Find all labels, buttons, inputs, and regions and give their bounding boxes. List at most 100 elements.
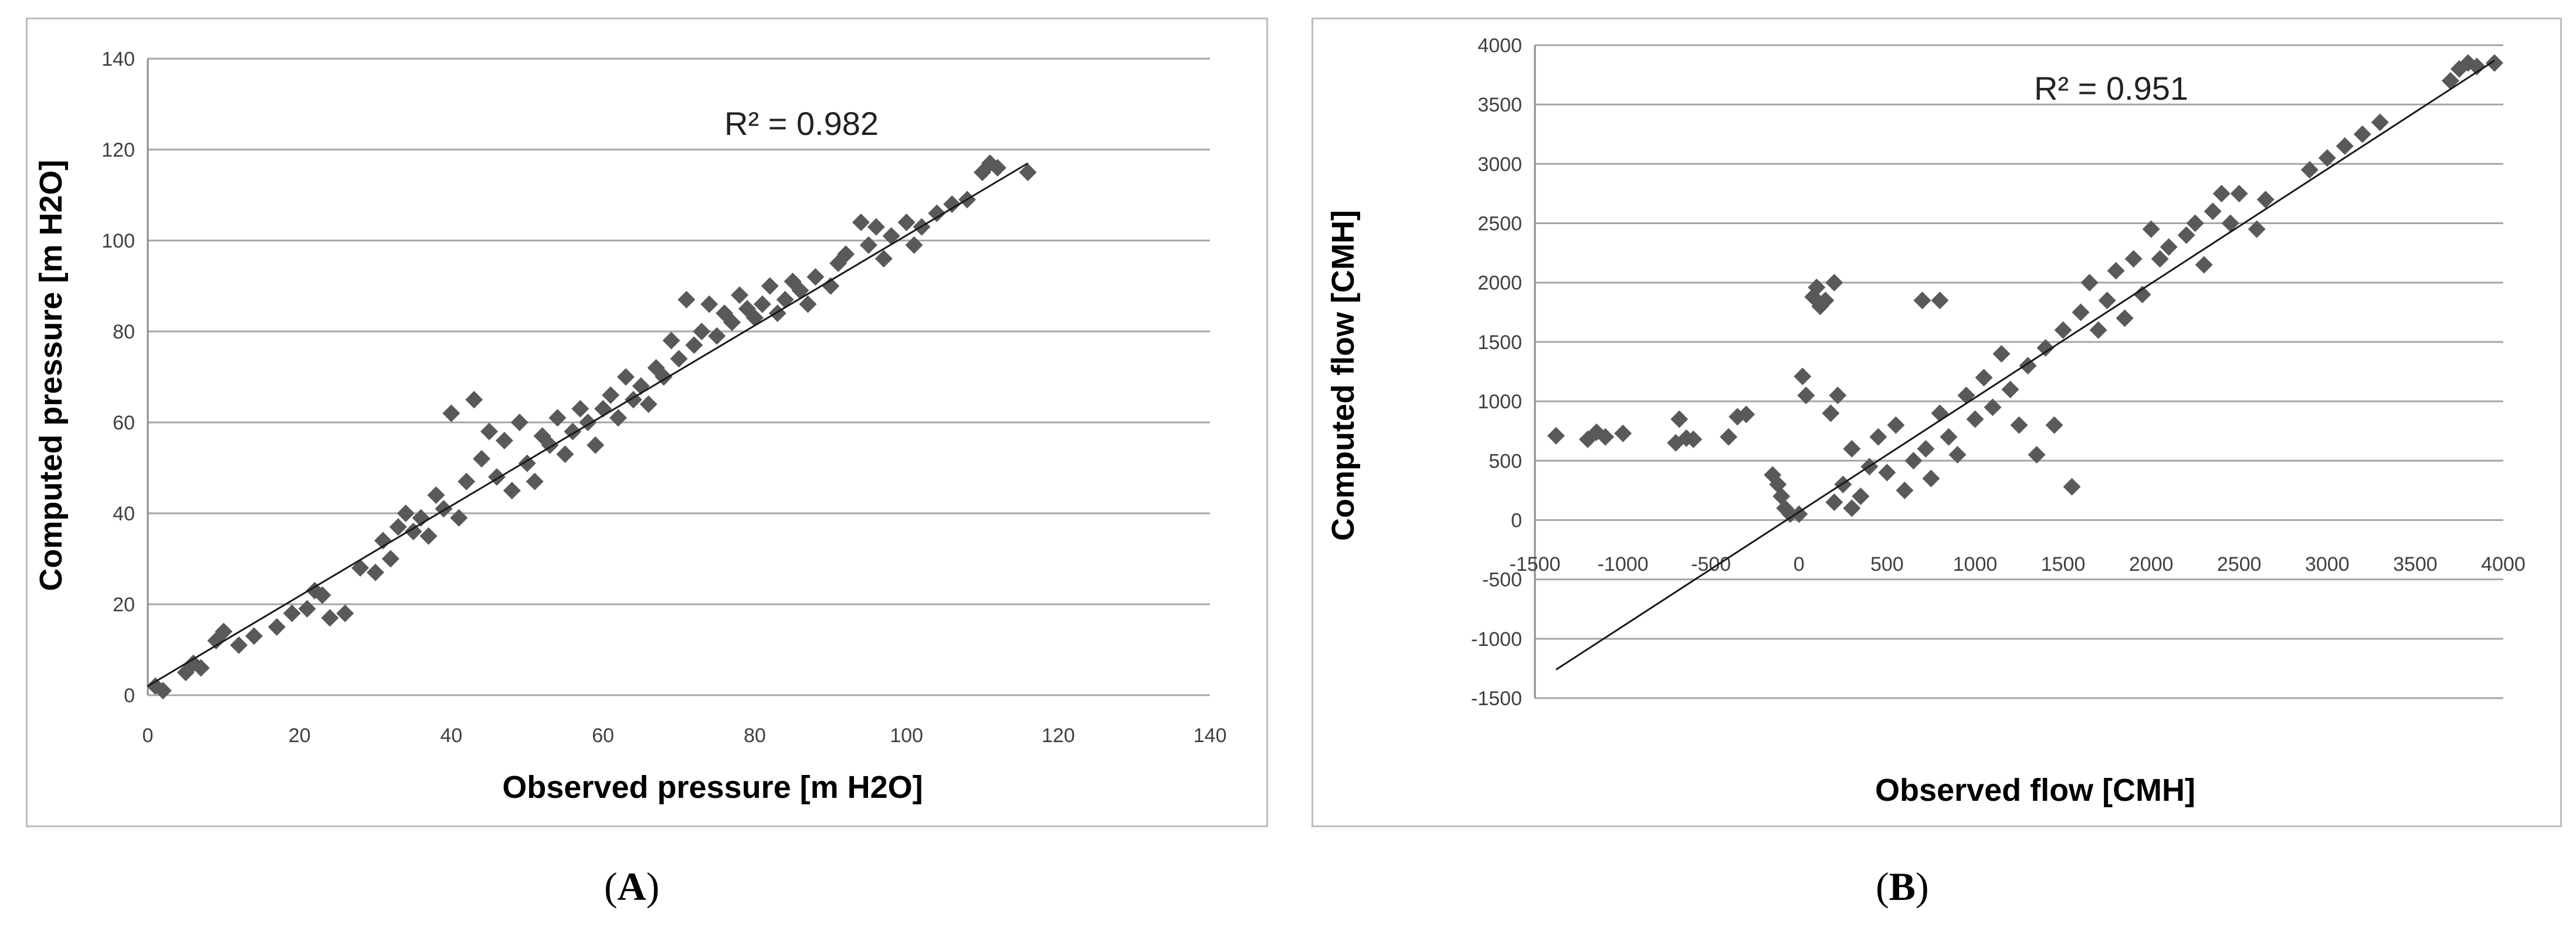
data-point-b-76 <box>2248 220 2266 238</box>
data-point-b-70 <box>2186 214 2204 232</box>
data-point-b-53 <box>2028 446 2046 464</box>
data-point-b-64 <box>2124 250 2143 268</box>
r-squared-label-b: R² = 0.951 <box>2034 70 2188 107</box>
x-tick-label-a-5: 100 <box>890 725 923 747</box>
y-tick-label-a-5: 100 <box>101 230 135 252</box>
data-point-b-4 <box>1614 424 1632 442</box>
y-tick-label-a-1: 20 <box>113 594 135 616</box>
x-tick-label-b-11: 4000 <box>2481 553 2526 576</box>
data-point-b-49 <box>1992 345 2011 363</box>
data-point-b-59 <box>2080 273 2099 292</box>
data-point-b-39 <box>1917 440 1935 458</box>
x-tick-label-a-3: 60 <box>592 725 614 747</box>
y-tick-label-b-3: 0 <box>1511 509 1522 532</box>
caption-b-letter: B <box>1889 864 1916 909</box>
data-point-a-87 <box>928 204 946 222</box>
data-point-a-7 <box>230 636 248 654</box>
data-point-a-59 <box>685 336 703 354</box>
y-tick-label-b-4: 500 <box>1489 450 1522 472</box>
y-tick-label-b-11: 4000 <box>1477 35 1522 57</box>
data-point-a-1 <box>154 682 172 700</box>
data-point-b-36 <box>1896 481 1914 499</box>
data-point-a-79 <box>852 214 870 231</box>
trendline-a <box>147 162 1029 687</box>
data-point-b-77 <box>2256 191 2275 209</box>
data-point-b-83 <box>2441 72 2459 90</box>
data-point-a-92 <box>988 159 1006 177</box>
y-tick-label-b-8: 2500 <box>1477 213 1522 235</box>
data-point-b-75 <box>2230 184 2248 202</box>
x-tick-label-b-10: 3500 <box>2393 553 2438 576</box>
x-tick-label-b-2: -500 <box>1691 553 1731 576</box>
data-point-a-88 <box>943 195 961 213</box>
data-point-b-28 <box>1834 475 1852 493</box>
data-point-a-36 <box>510 414 528 431</box>
data-point-b-37 <box>1904 452 1923 470</box>
data-point-b-65 <box>2133 285 2151 303</box>
data-point-a-14 <box>321 609 339 627</box>
data-point-b-9 <box>1720 428 1738 446</box>
y-tick-label-b-7: 2000 <box>1477 272 1522 295</box>
data-point-a-32 <box>480 422 499 441</box>
data-point-a-60 <box>693 323 711 340</box>
data-point-b-11 <box>1737 405 1755 424</box>
data-point-a-93 <box>1019 163 1037 181</box>
data-point-a-42 <box>556 445 574 463</box>
data-point-b-86 <box>2467 57 2486 76</box>
data-point-b-81 <box>2353 125 2371 143</box>
y-tick-label-b-10: 3500 <box>1477 94 1522 116</box>
x-tick-label-a-7: 140 <box>1194 725 1227 747</box>
data-point-a-44 <box>571 400 589 418</box>
x-axis-title-b: Observed flow [CMH] <box>1875 773 2195 808</box>
y-tick-label-b-2: -500 <box>1482 569 1522 591</box>
data-point-b-40 <box>1922 469 1940 488</box>
data-point-b-24 <box>1822 404 1840 422</box>
data-point-b-79 <box>2318 149 2336 167</box>
x-tick-label-a-1: 20 <box>289 725 311 747</box>
data-point-b-27 <box>1829 386 1847 404</box>
data-point-b-18 <box>1794 367 1812 385</box>
data-point-b-51 <box>2010 416 2028 434</box>
data-point-a-22 <box>404 523 422 540</box>
y-tick-label-b-6: 1500 <box>1477 331 1522 354</box>
data-point-a-10 <box>283 604 301 622</box>
x-tick-label-a-0: 0 <box>143 725 154 747</box>
data-point-b-63 <box>2116 309 2134 327</box>
data-point-a-29 <box>457 472 476 490</box>
data-point-a-62 <box>708 327 726 345</box>
data-point-b-23 <box>1816 292 1835 310</box>
data-point-b-29 <box>1843 499 1861 517</box>
y-tick-label-a-2: 40 <box>113 503 135 525</box>
data-point-b-66 <box>2142 220 2160 238</box>
data-point-b-54 <box>2036 339 2055 357</box>
data-point-a-30 <box>465 391 483 409</box>
y-tick-label-a-3: 60 <box>113 412 135 434</box>
data-point-a-13 <box>313 586 331 604</box>
data-point-a-19 <box>381 550 399 568</box>
data-point-b-30 <box>1843 440 1861 458</box>
data-point-a-80 <box>859 236 877 254</box>
data-point-a-53 <box>639 395 657 413</box>
data-point-b-69 <box>2177 226 2195 244</box>
data-point-b-19 <box>1797 386 1815 404</box>
data-point-a-34 <box>495 432 513 449</box>
data-point-a-9 <box>267 618 286 636</box>
data-point-a-83 <box>882 227 900 245</box>
data-point-b-48 <box>1984 398 2002 417</box>
data-point-a-21 <box>396 505 415 522</box>
data-point-b-58 <box>2072 303 2090 321</box>
y-axis-title-b: Computed flow [CMH] <box>1326 210 1361 541</box>
data-point-a-8 <box>245 627 263 645</box>
data-point-a-28 <box>450 509 468 527</box>
data-point-b-31 <box>1852 487 1870 505</box>
data-point-b-80 <box>2336 137 2354 155</box>
data-point-a-64 <box>723 313 741 331</box>
x-tick-label-b-6: 1500 <box>2041 553 2086 576</box>
data-point-b-43 <box>1940 428 1958 446</box>
data-point-b-41 <box>1931 292 1949 310</box>
data-point-a-81 <box>867 218 885 236</box>
data-point-b-33 <box>1869 428 1887 446</box>
data-point-b-60 <box>2089 321 2107 339</box>
data-point-a-48 <box>602 386 620 404</box>
